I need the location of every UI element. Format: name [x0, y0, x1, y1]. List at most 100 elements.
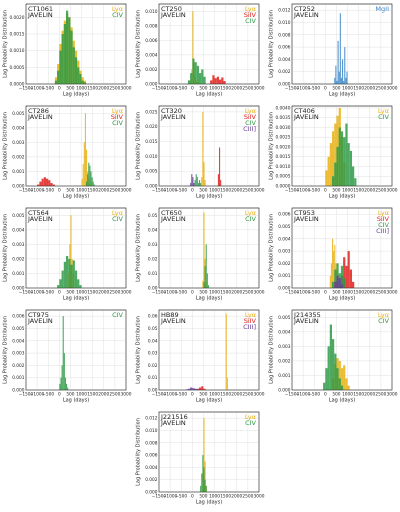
y-tick-label: 0.003: [12, 351, 25, 357]
histogram-bar: [332, 281, 335, 288]
histogram-bar: [196, 177, 198, 186]
y-axis-label: Lag Probability Distribution: [3, 10, 9, 78]
x-tick-label: 1000: [209, 188, 220, 194]
x-tick-label: −500: [175, 290, 187, 296]
legend-entry: CIV: [112, 11, 123, 19]
y-tick-label: 0.0025: [275, 135, 290, 141]
histogram-bar: [57, 285, 60, 288]
histogram-bar: [336, 275, 339, 288]
histogram-bar: [343, 137, 346, 186]
x-axis-label: Lag (days): [196, 296, 222, 302]
y-tick-label: 0.04: [148, 338, 158, 344]
x-tick-label: 500: [199, 392, 207, 398]
histogram-bar: [343, 278, 346, 288]
histogram-bar: [197, 183, 199, 186]
legend-entry: Lyα: [245, 311, 256, 319]
object-name: HB89: [161, 311, 179, 319]
x-tick-label: 500: [199, 290, 207, 296]
x-tick-label: 1000: [209, 290, 220, 296]
histogram-bar: [202, 280, 204, 288]
y-tick-label: 0.000: [278, 82, 291, 88]
x-tick-label: 500: [66, 86, 74, 92]
histogram-bar: [334, 77, 336, 84]
x-tick-label: 3000: [121, 392, 132, 398]
x-tick-label: 1500: [220, 86, 231, 92]
histogram-bar: [67, 387, 69, 390]
x-tick-label: −500: [175, 188, 187, 194]
y-tick-label: 0.0000: [275, 184, 290, 190]
histogram-bar: [193, 183, 195, 186]
y-tick-label: 0.004: [278, 329, 291, 335]
x-tick-label: 500: [332, 86, 340, 92]
histogram-bar: [185, 389, 188, 390]
x-axis-label: Lag (days): [196, 194, 222, 200]
x-tick-label: −1000: [163, 290, 178, 296]
method-name: JAVELIN: [160, 317, 186, 325]
histogram-bar: [329, 275, 331, 288]
y-tick-label: 0.006: [278, 212, 291, 218]
panel: −1500−1000−500 0 500 1000 1500 2000 2500 3000 0.…: [3, 3, 132, 98]
y-tick-label: 0.000: [12, 286, 25, 292]
y-tick-label: 0.0010: [275, 164, 290, 170]
x-axis-label: Lag (days): [63, 296, 89, 302]
method-name: JAVELIN: [160, 113, 186, 121]
y-tick-label: 0.006: [145, 453, 158, 459]
y-tick-label: 0.00: [148, 286, 158, 292]
x-tick-label: −500: [42, 392, 54, 398]
histogram-bar: [68, 258, 71, 288]
y-tick-label: 0.004: [145, 465, 158, 471]
histogram-bar: [333, 251, 335, 288]
legend-entry: SiIV: [377, 215, 390, 223]
histogram-bar: [342, 59, 344, 84]
y-tick-label: 0.0020: [275, 144, 290, 150]
x-tick-label: −1000: [163, 494, 178, 500]
histogram-bar: [336, 146, 339, 186]
histogram-bar: [204, 461, 206, 492]
x-tick-label: 2500: [109, 290, 120, 296]
object-name: CT975: [28, 311, 49, 319]
x-tick-label: 3000: [387, 392, 398, 398]
x-tick-label: 2500: [242, 494, 253, 500]
histogram-bar: [332, 131, 335, 186]
histogram-bar: [344, 47, 346, 84]
x-tick-label: −1000: [30, 188, 45, 194]
y-tick-label: 0.000: [12, 388, 25, 394]
histogram-bar: [46, 178, 49, 186]
histogram-bar: [338, 127, 341, 186]
panel: −1500−1000−500 0 500 1000 1500 2000 2500 3000 0.…: [269, 207, 398, 302]
histogram-bar: [203, 388, 206, 390]
histogram-bar: [37, 184, 40, 186]
histogram-bar: [202, 111, 204, 186]
x-tick-label: 3000: [387, 86, 398, 92]
panel: −1500−1000−500 0 500 1000 1500 2000 2500 3000 0.…: [136, 207, 265, 302]
y-tick-label: 0.000: [145, 82, 158, 88]
x-axis-label: Lag (days): [329, 398, 355, 404]
histogram-bar: [212, 75, 215, 84]
x-tick-label: 3000: [387, 188, 398, 194]
histogram-bar: [57, 70, 60, 84]
x-tick-label: 2500: [242, 188, 253, 194]
method-name: JAVELIN: [160, 11, 186, 19]
x-axis-label: Lag (days): [196, 500, 222, 506]
legend-entry: CIV: [112, 215, 123, 223]
x-tick-label: 500: [66, 188, 74, 194]
x-tick-label: −500: [175, 86, 187, 92]
histogram-bar: [345, 123, 348, 186]
legend-entry: SiIV: [244, 317, 257, 325]
histogram-bar: [340, 385, 344, 390]
histogram-bar: [334, 162, 337, 186]
histogram-bar: [204, 180, 206, 186]
histogram-bar: [205, 485, 207, 492]
object-name: CT252: [294, 5, 315, 13]
histogram-bar: [347, 143, 350, 186]
legend-entry: Lyα: [245, 209, 256, 217]
x-tick-label: 2500: [242, 86, 253, 92]
x-tick-label: −1500: [285, 392, 300, 398]
x-tick-label: 500: [199, 86, 207, 92]
x-tick-label: 1000: [342, 290, 353, 296]
legend-entry: CIII]: [376, 227, 389, 235]
legend-entry: Lyα: [112, 5, 123, 13]
histogram-bar: [192, 11, 194, 84]
plot-area: [158, 105, 260, 187]
